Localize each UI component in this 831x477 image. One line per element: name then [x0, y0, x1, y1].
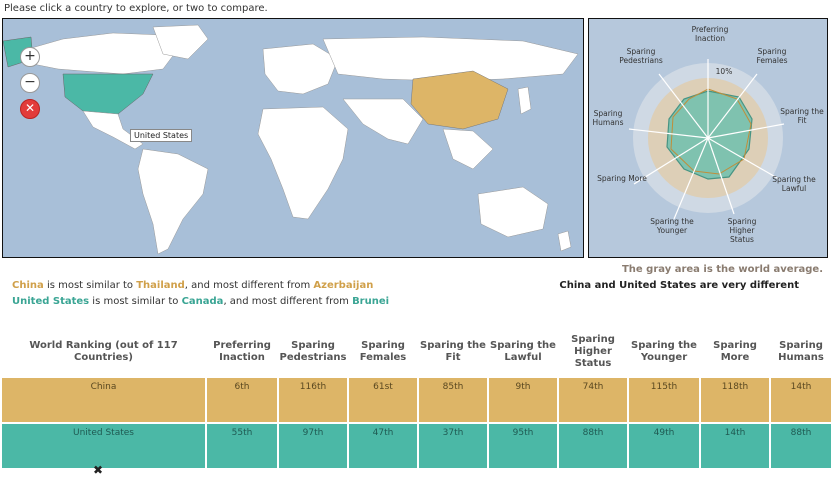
ranking-table: World Ranking (out of 117 Countries) Pre… [0, 328, 831, 470]
table-cell: 55th [205, 422, 279, 470]
radar-label-sparing-higher-status: Sparing Higher Status [727, 217, 757, 244]
radar-label-sparing-females: Sparing Females [756, 47, 788, 65]
new-zealand-region [557, 230, 572, 252]
table-cell: 61st [347, 376, 419, 424]
world-map-graphic[interactable] [3, 19, 583, 257]
table-cell: 85th [417, 376, 489, 424]
radar-axes [628, 59, 785, 220]
china-text-1: is most similar to [43, 280, 137, 291]
table-cell: 88th [557, 422, 629, 470]
comparison-note: China and United States are very differe… [559, 280, 799, 291]
ranking-header-col: Sparing More [713, 340, 757, 363]
zoom-out-button[interactable]: − [20, 73, 40, 93]
table-cell: 14th [769, 376, 831, 424]
ranking-header-world: World Ranking (out of 117 Countries) [29, 340, 178, 363]
radar-center-note: 10% [715, 67, 733, 76]
china-most-similar: Thailand [136, 280, 185, 291]
zoom-in-button[interactable]: + [20, 47, 40, 67]
china-name: China [12, 280, 44, 291]
ranking-header-row: World Ranking (out of 117 Countries) Pre… [1, 328, 831, 377]
radar-label-sparing-humans: Sparing Humans [592, 109, 624, 127]
us-similarity-text: United States is most similar to Canada,… [12, 296, 389, 307]
instruction-text: Please click a country to explore, or tw… [4, 3, 268, 14]
close-icon[interactable]: ✖ [93, 463, 104, 477]
table-cell: 14th [699, 422, 771, 470]
table-cell: 115th [627, 376, 701, 424]
canada-region [27, 32, 179, 75]
world-map[interactable]: + − ✕ United States [2, 18, 584, 258]
radar-label-sparing-the-lawful: Sparing the Lawful [772, 175, 816, 193]
africa-region [257, 106, 349, 220]
radar-label-sparing-pedestrians: Sparing Pedestrians [619, 47, 663, 65]
united-states-region [62, 73, 154, 115]
us-text-1: is most similar to [89, 296, 182, 307]
radar-label-sparing-more: Sparing More [597, 174, 647, 183]
table-cell: 49th [627, 422, 701, 470]
ranking-header-col: Sparing Higher Status [571, 334, 615, 369]
radar-china-shape [670, 88, 752, 175]
table-cell: 88th [769, 422, 831, 470]
greenland-region [152, 24, 209, 60]
table-cell-country: United States [0, 422, 207, 470]
gray-area-note: The gray area is the world average. [621, 264, 823, 275]
table-cell: 118th [699, 376, 771, 424]
radar-chart: Preferring Inaction Sparing Pedestrians … [588, 18, 828, 258]
southeast-asia-region [442, 128, 494, 170]
us-most-similar: Canada [181, 296, 224, 307]
mexico-central-america-region [82, 110, 144, 150]
ranking-header-col: Sparing the Younger [631, 340, 697, 363]
radar-label-sparing-the-younger: Sparing the Younger [650, 217, 694, 235]
ranking-header-col: Sparing Humans [778, 340, 824, 363]
table-cell: 95th [487, 422, 559, 470]
table-cell: 116th [277, 376, 349, 424]
china-most-different: Azerbaijan [313, 280, 374, 291]
table-cell: 9th [487, 376, 559, 424]
table-cell: 74th [557, 376, 629, 424]
china-region [410, 70, 509, 130]
table-cell-country: China [0, 376, 207, 424]
us-text-2: , and most different from [223, 296, 353, 307]
middle-east-india-region [342, 98, 424, 145]
table-row-united-states[interactable]: United States 55th 97th 47th 37th 95th 8… [0, 422, 831, 470]
australia-region [477, 186, 549, 238]
radar-label-preferring-inaction: Preferring Inaction [691, 25, 729, 43]
europe-region [262, 43, 339, 95]
us-most-different: Brunei [352, 296, 390, 307]
map-tooltip: United States [130, 129, 193, 142]
russia-region [322, 36, 579, 82]
reset-selection-button[interactable]: ✕ [20, 99, 40, 119]
ranking-header-col: Sparing the Fit [420, 340, 486, 363]
ranking-header-col: Sparing the Lawful [490, 340, 556, 363]
japan-region [517, 86, 532, 115]
ranking-header-col: Preferring Inaction [213, 340, 271, 363]
table-cell: 47th [347, 422, 419, 470]
china-similarity-text: China is most similar to Thailand, and m… [12, 280, 373, 291]
china-text-2: , and most different from [184, 280, 314, 291]
table-cell: 37th [417, 422, 489, 470]
table-cell: 6th [205, 376, 279, 424]
table-cell: 97th [277, 422, 349, 470]
ranking-header-col: Sparing Pedestrians [279, 340, 347, 363]
south-america-region [137, 148, 209, 255]
us-name: United States [12, 296, 90, 307]
radar-graphic [628, 59, 785, 220]
ranking-header-col: Sparing Females [359, 340, 407, 363]
radar-label-sparing-the-fit: Sparing the Fit [780, 107, 824, 125]
table-row-china[interactable]: China 6th 116th 61st 85th 9th 74th 115th… [0, 376, 831, 424]
